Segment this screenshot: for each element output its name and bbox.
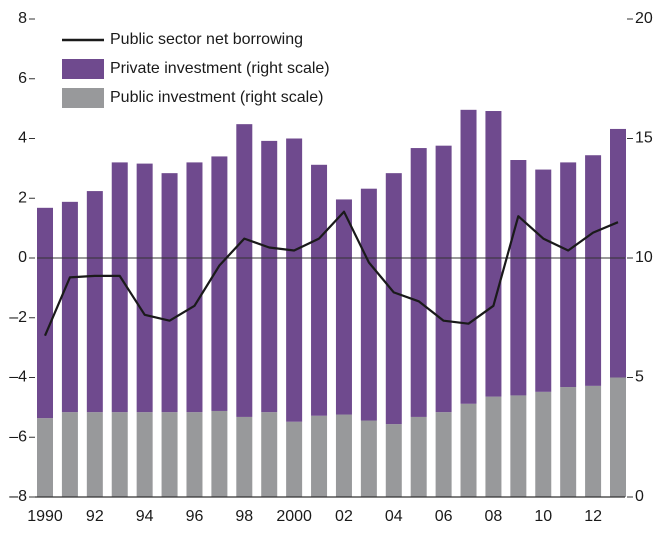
bar xyxy=(610,128,626,378)
x-tick-label: 2000 xyxy=(276,508,312,525)
bar xyxy=(585,385,602,497)
bar xyxy=(485,396,502,497)
bar xyxy=(311,164,328,416)
x-tick-label: 98 xyxy=(235,508,253,525)
y-tick-label: –6 xyxy=(9,428,27,445)
bar xyxy=(460,109,477,404)
y2-tick-label: 15 xyxy=(635,130,653,147)
bar xyxy=(510,395,527,497)
y2-tick-label: 5 xyxy=(635,369,644,386)
bar xyxy=(286,138,303,422)
bar xyxy=(211,156,228,411)
bar xyxy=(435,412,452,497)
bar xyxy=(460,403,477,497)
bar xyxy=(261,412,278,497)
x-tick-label: 02 xyxy=(335,508,353,525)
bar xyxy=(186,162,203,413)
y-tick-label: –2 xyxy=(9,309,27,326)
x-tick-label: 10 xyxy=(534,508,552,525)
bar xyxy=(211,410,228,497)
bar xyxy=(535,391,552,497)
bar xyxy=(161,412,178,497)
bar xyxy=(610,377,626,497)
bar xyxy=(86,191,103,413)
y2-tick-label: 10 xyxy=(635,249,653,266)
y2-tick-label: 0 xyxy=(635,488,644,505)
bar xyxy=(360,420,377,497)
legend-label: Public investment (right scale) xyxy=(110,89,323,106)
legend-label: Public sector net borrowing xyxy=(110,31,303,48)
x-tick-label: 1990 xyxy=(27,508,63,525)
legend-label: Private investment (right scale) xyxy=(110,60,330,77)
legend-swatch xyxy=(62,88,104,108)
bar xyxy=(360,188,377,421)
bar xyxy=(236,124,253,417)
x-tick-label: 94 xyxy=(136,508,154,525)
y-tick-label: 4 xyxy=(18,130,27,147)
bar xyxy=(86,412,103,497)
bar xyxy=(261,140,278,413)
line xyxy=(43,210,619,337)
x-tick-label: 12 xyxy=(584,508,602,525)
x-tick-label: 04 xyxy=(385,508,403,525)
bar xyxy=(37,207,53,419)
x-tick-label: 06 xyxy=(435,508,453,525)
y2-tick-label: 20 xyxy=(635,10,653,27)
bar xyxy=(161,173,178,413)
bar xyxy=(335,414,352,497)
bar xyxy=(585,155,602,386)
bar xyxy=(410,416,427,497)
y-tick-label: –4 xyxy=(9,369,27,386)
x-tick-label: 96 xyxy=(186,508,204,525)
bar xyxy=(61,201,78,413)
bar xyxy=(111,412,128,497)
bar xyxy=(435,145,452,413)
bar xyxy=(560,387,577,497)
y-tick-label: 6 xyxy=(18,70,27,87)
x-tick-label: 92 xyxy=(86,508,104,525)
bar xyxy=(485,111,502,397)
bar xyxy=(311,415,328,497)
bar xyxy=(61,412,78,497)
legend-swatch xyxy=(62,59,104,79)
bar xyxy=(136,412,153,497)
y-tick-label: –8 xyxy=(9,488,27,505)
bar xyxy=(535,169,552,392)
bar xyxy=(136,163,153,413)
bar xyxy=(37,418,53,497)
bar xyxy=(186,412,203,497)
bar xyxy=(236,416,253,497)
bar xyxy=(286,421,303,497)
bar xyxy=(410,148,427,417)
x-tick-label: 08 xyxy=(485,508,503,525)
bar xyxy=(385,173,402,425)
y-tick-label: 0 xyxy=(18,249,27,266)
bar xyxy=(510,160,527,396)
bar xyxy=(560,162,577,388)
y-tick-label: 2 xyxy=(18,189,27,206)
y-tick-label: 8 xyxy=(18,10,27,27)
bar xyxy=(385,424,402,497)
bar xyxy=(111,162,128,413)
bar xyxy=(335,199,352,415)
